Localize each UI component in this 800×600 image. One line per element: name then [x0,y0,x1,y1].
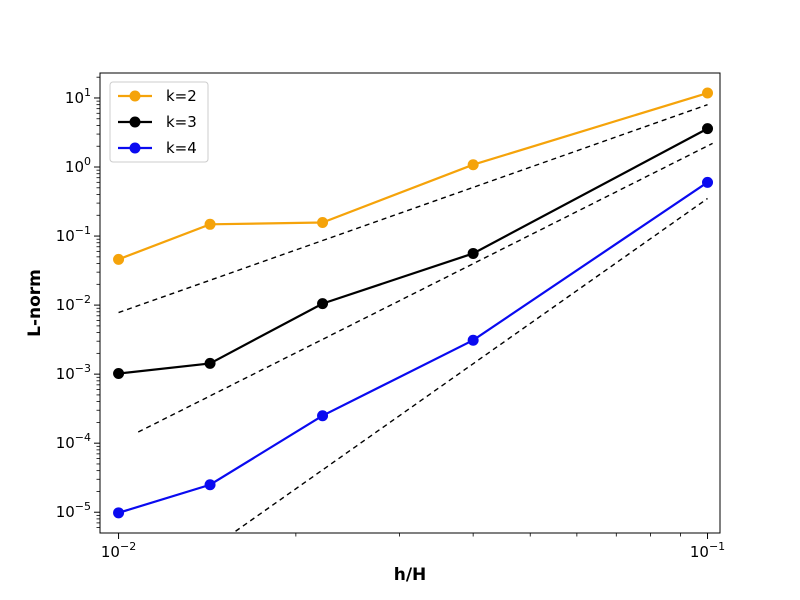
data-point-k=4-2 [317,410,329,422]
data-point-k=2-3 [467,159,479,171]
series-k=2 [113,87,714,265]
legend-label: k=2 [166,87,197,105]
series-k=4 [113,176,714,519]
data-point-k=2-4 [702,87,714,99]
reference-lines [118,104,713,532]
y-tick-label-2: 10−3 [56,362,91,383]
data-point-k=4-0 [113,507,125,519]
legend-label: k=4 [166,139,197,157]
legend-label: k=3 [166,113,197,131]
y-axis-label: L-norm [25,269,45,337]
x-tick-label-1: 10−1 [690,540,725,561]
series-layer [113,87,714,519]
reference-line-slope-3 [137,142,713,433]
data-point-k=3-1 [204,357,216,369]
legend-entry-k=3: k=3 [118,113,197,131]
y-tick-label-6: 101 [65,86,91,107]
series-line-k=4 [118,181,709,514]
legend-marker [129,90,141,102]
data-point-k=4-1 [204,479,216,491]
legend-entry-k=4: k=4 [118,139,197,157]
legend: k=2 k=3 k=4 [109,81,209,163]
y-tick-label-0: 10−5 [56,500,91,521]
axis-ticks: 10−2 10−1 10−5 10−4 10−3 10−2 10−1 100 101 [56,76,725,561]
y-tick-label-4: 10−1 [56,224,91,245]
legend-marker [129,116,141,128]
legend-box [109,81,209,163]
data-point-k=3-0 [113,368,125,380]
data-point-k=4-4 [702,176,714,188]
reference-line-slope-4 [235,197,708,532]
series-k=3 [113,123,714,380]
plot-area-frame [99,72,721,534]
data-point-k=3-2 [317,298,329,310]
series-line-k=3 [118,127,709,375]
y-tick-label-5: 100 [65,155,91,176]
data-point-k=2-1 [204,218,216,230]
y-tick-label-1: 10−4 [56,431,91,452]
data-point-k=3-4 [702,123,714,135]
x-axis-label: h/H [394,565,427,585]
legend-marker [129,142,141,154]
x-tick-label-0: 10−2 [101,540,136,561]
legend-entry-k=2: k=2 [118,87,197,105]
data-point-k=2-0 [113,253,125,265]
data-point-k=4-3 [467,334,479,346]
y-tick-label-3: 10−2 [56,293,91,314]
data-point-k=2-2 [317,217,329,229]
data-point-k=3-3 [467,247,479,259]
